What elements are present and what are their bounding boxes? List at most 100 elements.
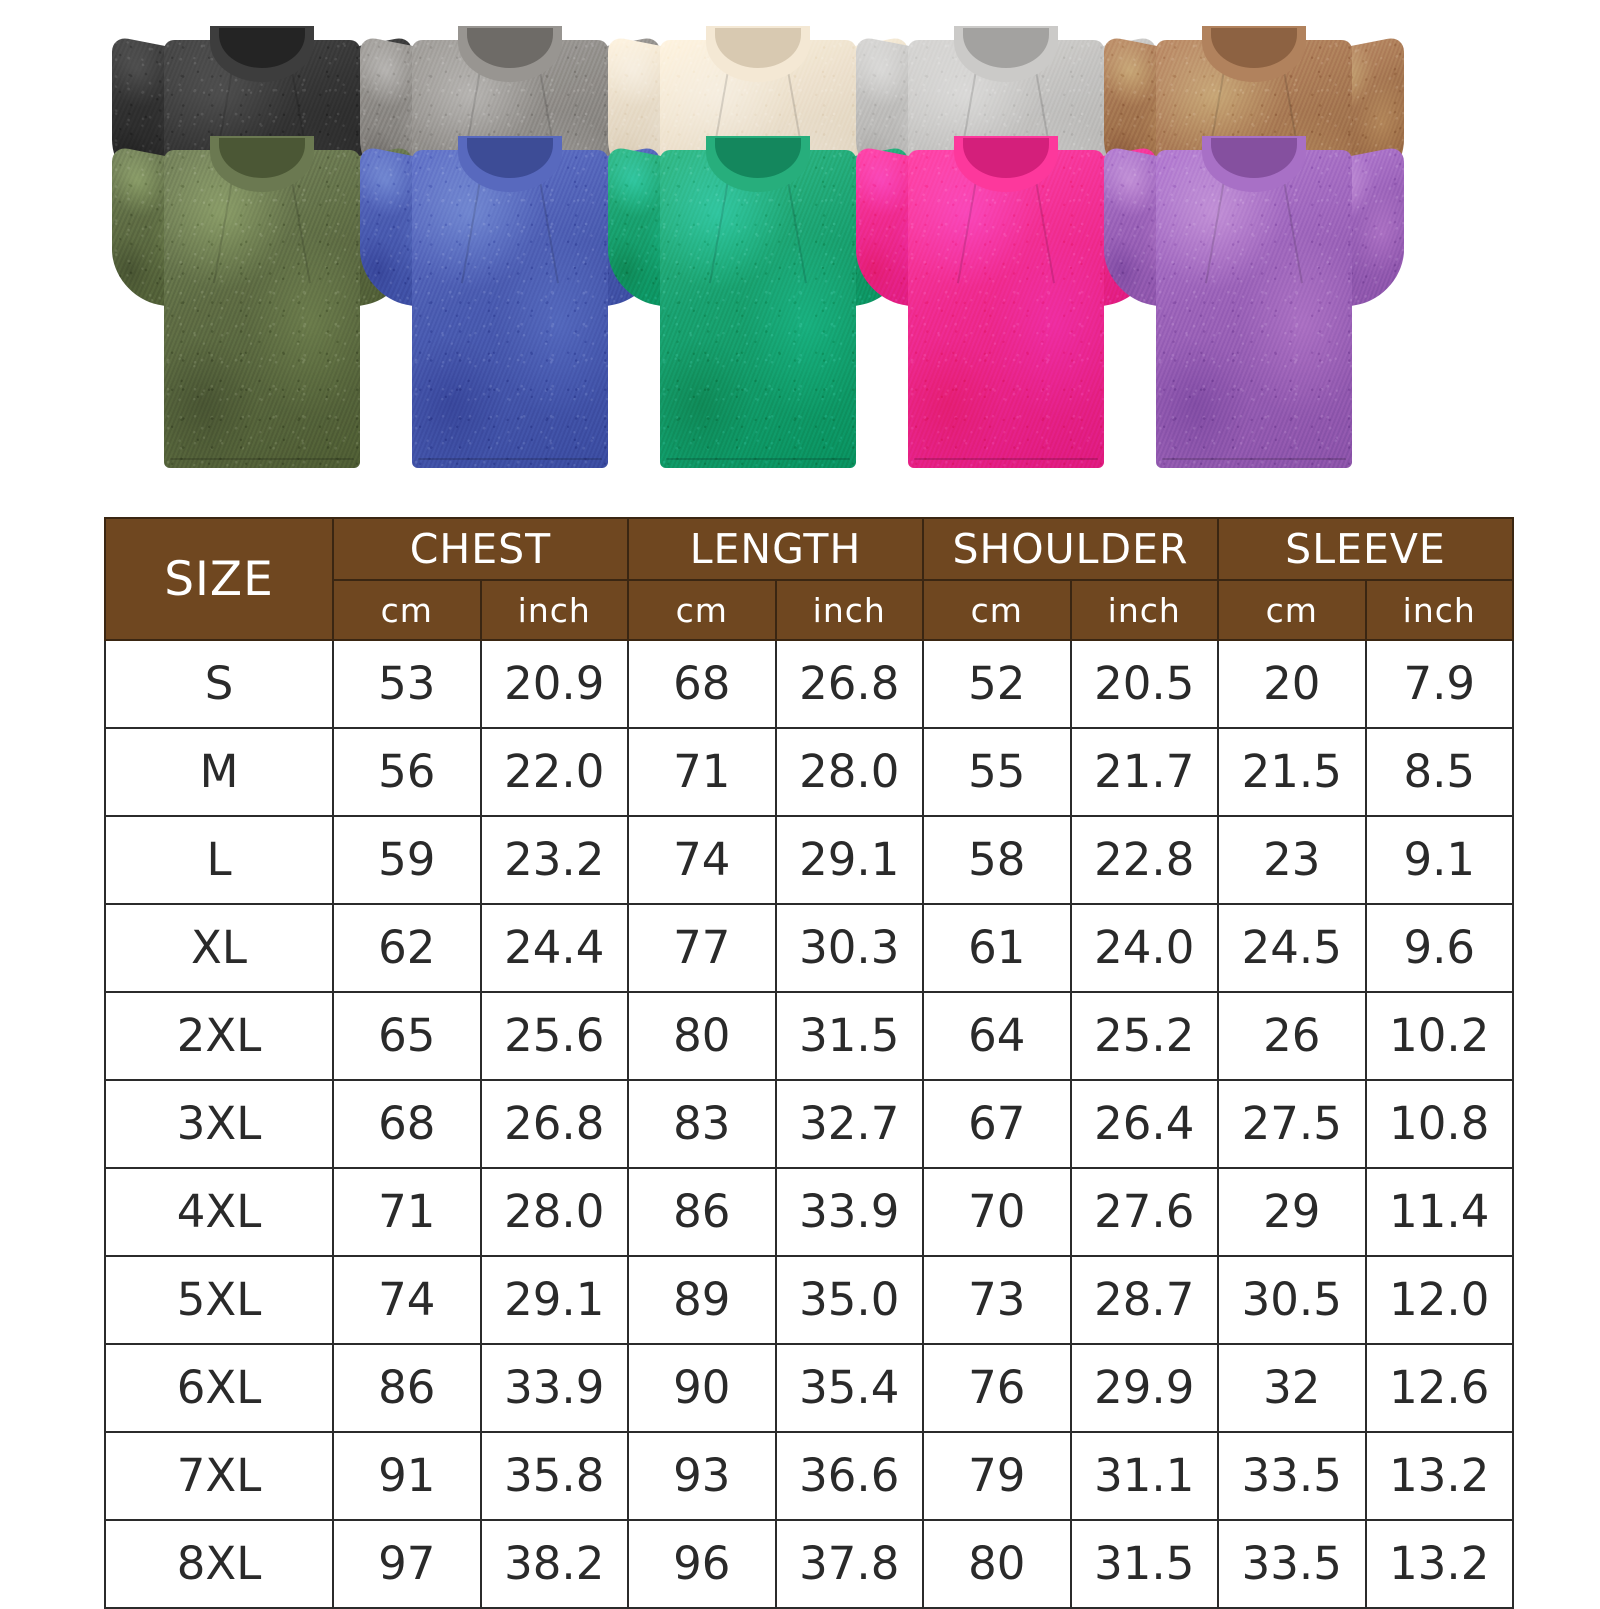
cell-chest-cm: 62 [332,903,482,993]
cell-length-cm: 93 [627,1431,777,1521]
cell-length-cm: 80 [627,991,777,1081]
cell-size: 4XL [104,1167,334,1257]
cell-sleeve-in: 10.8 [1364,1079,1514,1169]
tshirt-swatch-purple[interactable] [1104,128,1404,468]
cell-sleeve-cm: 27.5 [1217,1079,1367,1169]
cell-sleeve-in: 13.2 [1364,1519,1514,1609]
tshirt-hem [666,458,850,460]
table-row: XL 62 24.4 77 30.3 61 24.0 24.5 9.6 [104,903,1514,993]
cell-chest-in: 33.9 [479,1343,629,1433]
cell-length-in: 35.0 [774,1255,924,1345]
tshirt-body [908,150,1104,468]
cell-shoulder-cm: 76 [922,1343,1072,1433]
cell-shoulder-cm: 58 [922,815,1072,905]
cell-chest-cm: 65 [332,991,482,1081]
cell-sleeve-in: 9.1 [1364,815,1514,905]
cell-chest-cm: 56 [332,727,482,817]
cell-sleeve-cm: 24.5 [1217,903,1367,993]
cell-sleeve-in: 11.4 [1364,1167,1514,1257]
cell-shoulder-cm: 55 [922,727,1072,817]
header-group-shoulder: SHOULDER [922,517,1219,581]
cell-chest-in: 26.8 [479,1079,629,1169]
cell-size: M [104,727,334,817]
cell-shoulder-cm: 67 [922,1079,1072,1169]
cell-length-cm: 77 [627,903,777,993]
cell-size: 8XL [104,1519,334,1609]
size-chart-header: SIZE CHEST LENGTH SHOULDER SLEEVE cm inc… [104,517,1514,641]
cell-sleeve-in: 12.0 [1364,1255,1514,1345]
cell-shoulder-cm: 61 [922,903,1072,993]
tshirt-seam-left [708,180,730,284]
cell-sleeve-cm: 20 [1217,639,1367,729]
cell-chest-in: 28.0 [479,1167,629,1257]
tshirt-hem [914,458,1098,460]
cell-length-in: 32.7 [774,1079,924,1169]
header-unit-length-inch: inch [774,579,924,641]
cell-chest-in: 22.0 [479,727,629,817]
cell-shoulder-in: 31.1 [1069,1431,1219,1521]
table-row: S 53 20.9 68 26.8 52 20.5 20 7.9 [104,639,1514,729]
cell-length-cm: 83 [627,1079,777,1169]
cell-sleeve-in: 8.5 [1364,727,1514,817]
cell-sleeve-cm: 26 [1217,991,1367,1081]
header-unit-shoulder-inch: inch [1069,579,1219,641]
cell-chest-in: 29.1 [479,1255,629,1345]
tshirt-body [1156,150,1352,468]
cell-chest-cm: 74 [332,1255,482,1345]
cell-shoulder-cm: 70 [922,1167,1072,1257]
table-row: 6XL 86 33.9 90 35.4 76 29.9 32 12.6 [104,1343,1514,1433]
cell-size: 2XL [104,991,334,1081]
table-row: 8XL 97 38.2 96 37.8 80 31.5 33.5 13.2 [104,1519,1514,1609]
cell-shoulder-in: 20.5 [1069,639,1219,729]
tshirt-hem [418,458,602,460]
cell-sleeve-cm: 21.5 [1217,727,1367,817]
cell-length-cm: 68 [627,639,777,729]
tshirt-seam-left [1204,180,1226,284]
tshirt-body [412,150,608,468]
cell-chest-in: 24.4 [479,903,629,993]
header-unit-sleeve-inch: inch [1364,579,1514,641]
cell-length-in: 29.1 [774,815,924,905]
cell-sleeve-cm: 30.5 [1217,1255,1367,1345]
header-unit-shoulder-cm: cm [922,579,1072,641]
tshirt-seam-left [212,180,234,284]
table-row: M 56 22.0 71 28.0 55 21.7 21.5 8.5 [104,727,1514,817]
cell-sleeve-in: 13.2 [1364,1431,1514,1521]
cell-shoulder-in: 27.6 [1069,1167,1219,1257]
header-group-sleeve: SLEEVE [1217,517,1514,581]
cell-sleeve-cm: 29 [1217,1167,1367,1257]
cell-shoulder-in: 25.2 [1069,991,1219,1081]
cell-size: 5XL [104,1255,334,1345]
header-unit-length-cm: cm [627,579,777,641]
tshirt-seam-right [1034,180,1056,284]
cell-length-cm: 96 [627,1519,777,1609]
cell-sleeve-cm: 23 [1217,815,1367,905]
tshirt-seam-right [1282,180,1304,284]
cell-length-in: 26.8 [774,639,924,729]
tshirt-seam-left [460,180,482,284]
cell-size: 3XL [104,1079,334,1169]
cell-shoulder-cm: 52 [922,639,1072,729]
cell-shoulder-in: 22.8 [1069,815,1219,905]
cell-length-in: 31.5 [774,991,924,1081]
cell-sleeve-in: 9.6 [1364,903,1514,993]
cell-shoulder-in: 21.7 [1069,727,1219,817]
cell-chest-in: 20.9 [479,639,629,729]
cell-size: 7XL [104,1431,334,1521]
cell-sleeve-in: 10.2 [1364,991,1514,1081]
cell-chest-cm: 68 [332,1079,482,1169]
cell-length-in: 30.3 [774,903,924,993]
cell-shoulder-cm: 80 [922,1519,1072,1609]
cell-chest-in: 38.2 [479,1519,629,1609]
table-row: 4XL 71 28.0 86 33.9 70 27.6 29 11.4 [104,1167,1514,1257]
cell-size: 6XL [104,1343,334,1433]
cell-length-in: 37.8 [774,1519,924,1609]
tshirt-body [164,150,360,468]
cell-shoulder-cm: 64 [922,991,1072,1081]
cell-size: L [104,815,334,905]
cell-chest-cm: 91 [332,1431,482,1521]
cell-shoulder-in: 31.5 [1069,1519,1219,1609]
header-size: SIZE [104,517,334,641]
cell-sleeve-cm: 32 [1217,1343,1367,1433]
header-unit-chest-cm: cm [332,579,482,641]
